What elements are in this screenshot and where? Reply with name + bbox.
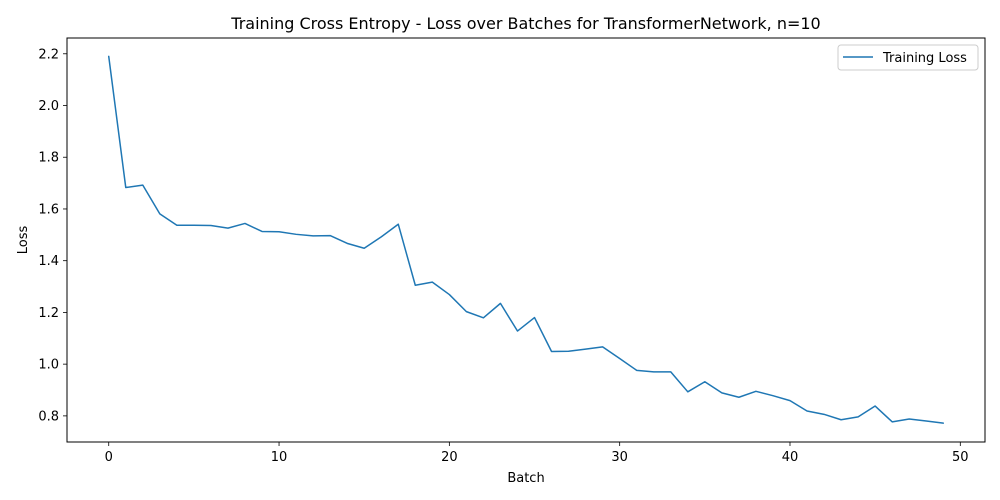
y-tick-label: 1.2 — [38, 306, 59, 321]
x-tick-label: 50 — [952, 450, 969, 465]
x-tick-label: 40 — [782, 450, 799, 465]
y-tick-label: 1.4 — [38, 254, 59, 269]
x-tick-label: 10 — [271, 450, 288, 465]
x-tick-label: 20 — [441, 450, 458, 465]
legend-box — [837, 44, 979, 71]
x-axis-label: Batch — [507, 471, 544, 486]
y-tick-label: 1.6 — [38, 202, 59, 217]
plot-area — [107, 55, 945, 424]
y-tick-label: 0.8 — [38, 409, 59, 424]
x-axis-ticks: 0 10 20 30 40 50 — [105, 442, 969, 465]
series-line-training-loss — [107, 55, 945, 424]
chart-title: Training Cross Entropy - Loss over Batch… — [230, 14, 820, 33]
legend-label-training-loss: Training Loss — [882, 51, 967, 66]
y-tick-label: 2.2 — [38, 47, 59, 62]
y-axis-ticks: 0.8 1.0 1.2 1.4 1.6 1.8 2.0 2.2 — [38, 47, 67, 424]
y-tick-label: 2.0 — [38, 99, 59, 114]
legend: Training Loss — [837, 44, 979, 71]
x-tick-label: 0 — [105, 450, 113, 465]
y-tick-label: 1.0 — [38, 358, 59, 373]
y-axis-label: Loss — [16, 226, 31, 255]
plot-frame — [66, 37, 986, 443]
x-tick-label: 30 — [611, 450, 628, 465]
y-tick-label: 1.8 — [38, 151, 59, 166]
